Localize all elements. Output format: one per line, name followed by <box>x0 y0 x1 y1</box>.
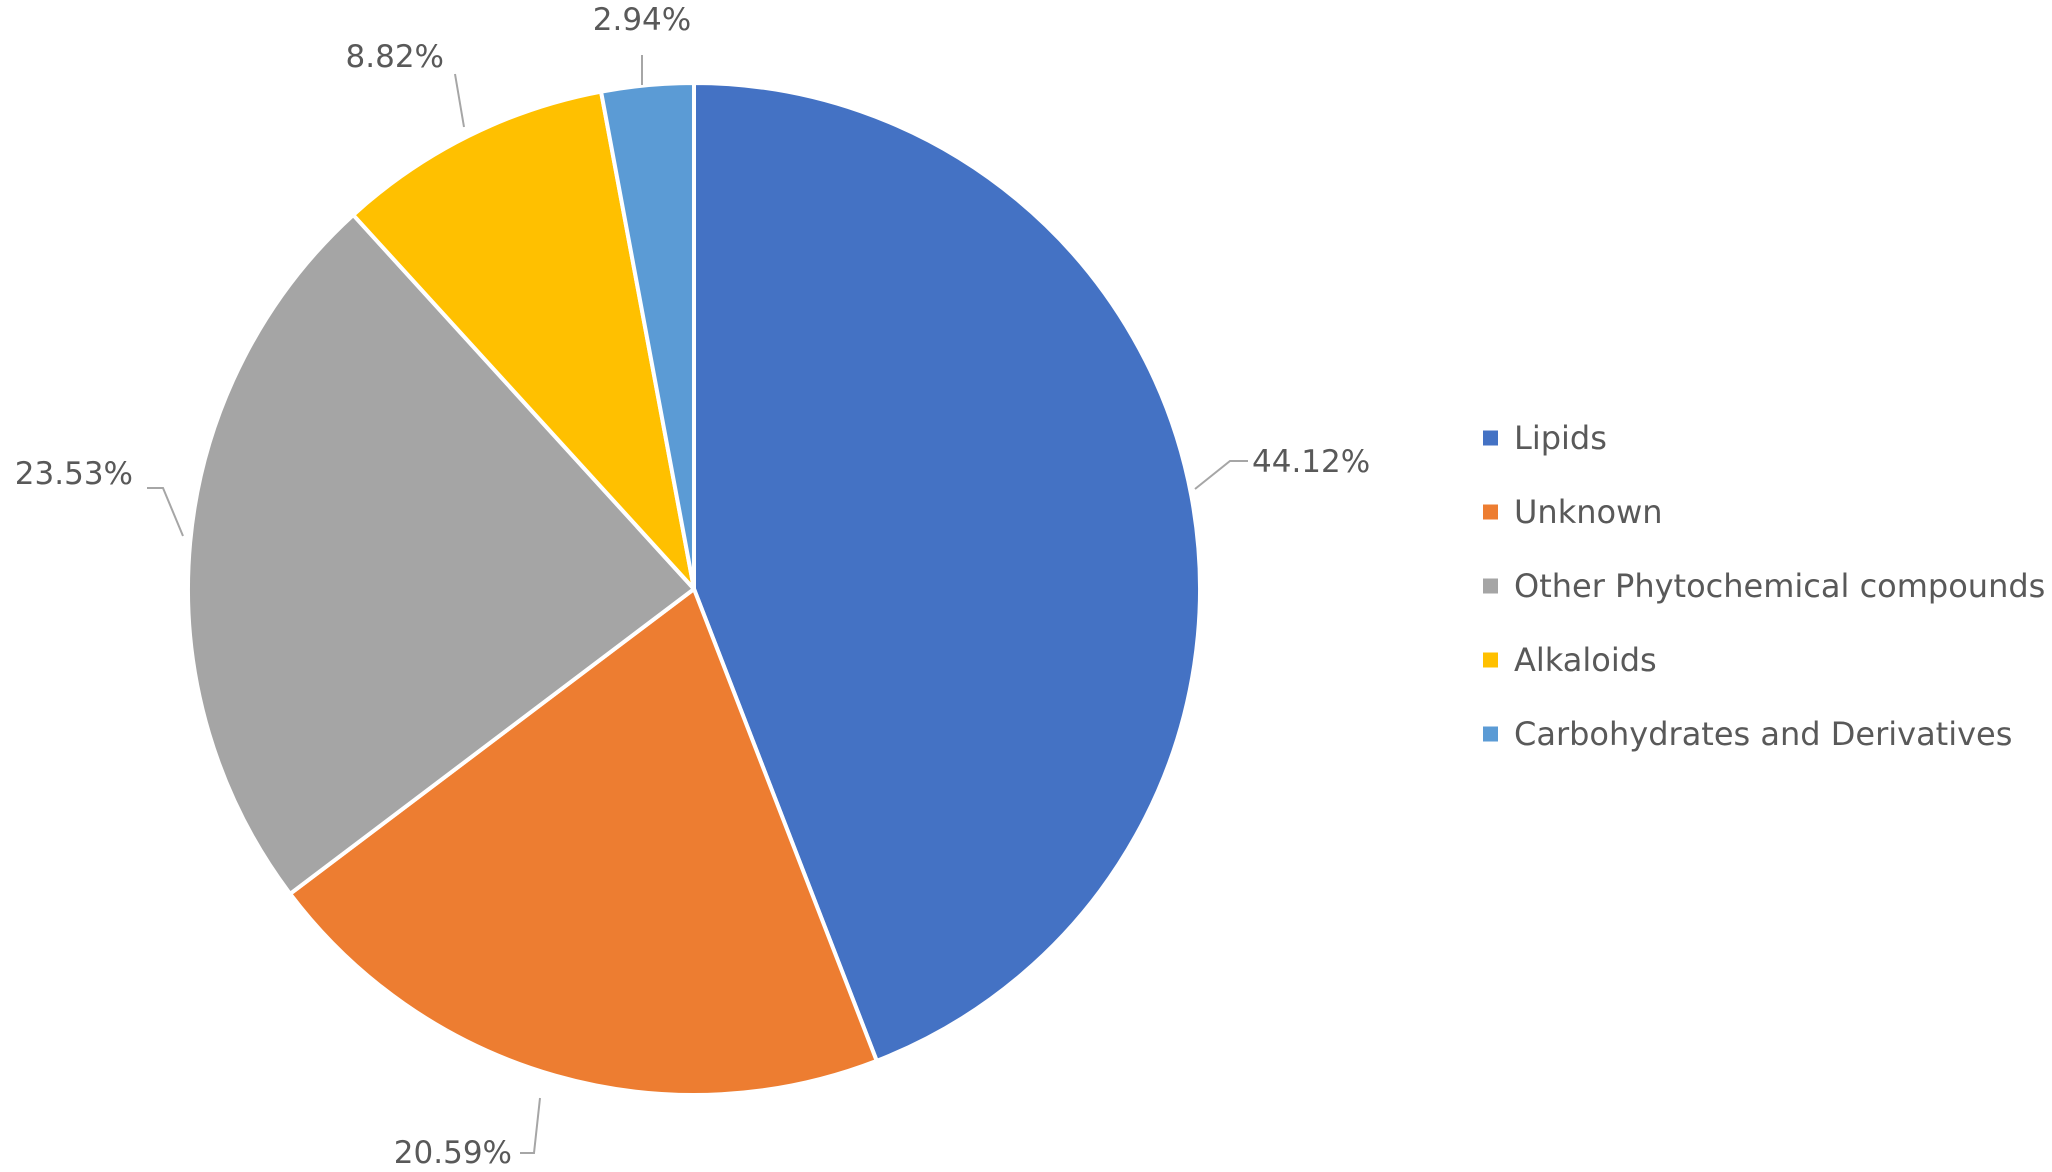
legend-swatch <box>1483 504 1498 520</box>
legend-swatch <box>1483 726 1498 742</box>
data-label-unknown: 20.59% <box>394 1135 512 1171</box>
legend-label: Unknown <box>1514 493 1663 531</box>
legend-item-alkaloids: Alkaloids <box>1483 641 1657 679</box>
legend-swatch <box>1483 430 1498 446</box>
leader-line-alkaloids <box>454 73 465 128</box>
pie-slice-lipids <box>692 81 1202 1063</box>
pie-slice-unknown <box>288 587 879 1098</box>
legend-item-lipids: Lipids <box>1483 419 1607 457</box>
leader-line-other-phytochemical-compounds <box>147 487 184 537</box>
leader-line-lipids <box>1194 460 1248 490</box>
legend-label: Other Phytochemical compounds <box>1514 567 2045 605</box>
data-label-alkaloids: 8.82% <box>346 39 444 75</box>
data-label-carbohydrates-and-derivatives: 2.94% <box>593 2 691 38</box>
legend-swatch <box>1483 652 1498 668</box>
legend-label: Alkaloids <box>1514 641 1657 679</box>
pie-slice-carbohydrates-and-derivatives <box>599 81 696 591</box>
pie-slice-other-phytochemical-compounds <box>186 212 696 896</box>
data-label-lipids: 44.12% <box>1252 444 1370 480</box>
legend-label: Carbohydrates and Derivatives <box>1514 715 2012 753</box>
legend-item-other-phytochemical-compounds: Other Phytochemical compounds <box>1483 567 2045 605</box>
leader-lines <box>147 55 1248 1154</box>
data-labels: 44.12% 20.59% 23.53% 8.82% 2.94% <box>15 2 1370 1171</box>
legend: Lipids Unknown Other Phytochemical compoun… <box>1483 419 2045 753</box>
pie-slice-alkaloids <box>351 89 696 591</box>
pie-slices <box>186 81 1202 1098</box>
legend-item-unknown: Unknown <box>1483 493 1663 531</box>
data-label-other-phytochemical-compounds: 23.53% <box>15 456 133 492</box>
legend-swatch <box>1483 578 1498 594</box>
legend-item-carbohydrates-and-derivatives: Carbohydrates and Derivatives <box>1483 715 2012 753</box>
legend-label: Lipids <box>1514 419 1607 457</box>
leader-line-unknown <box>520 1097 541 1154</box>
